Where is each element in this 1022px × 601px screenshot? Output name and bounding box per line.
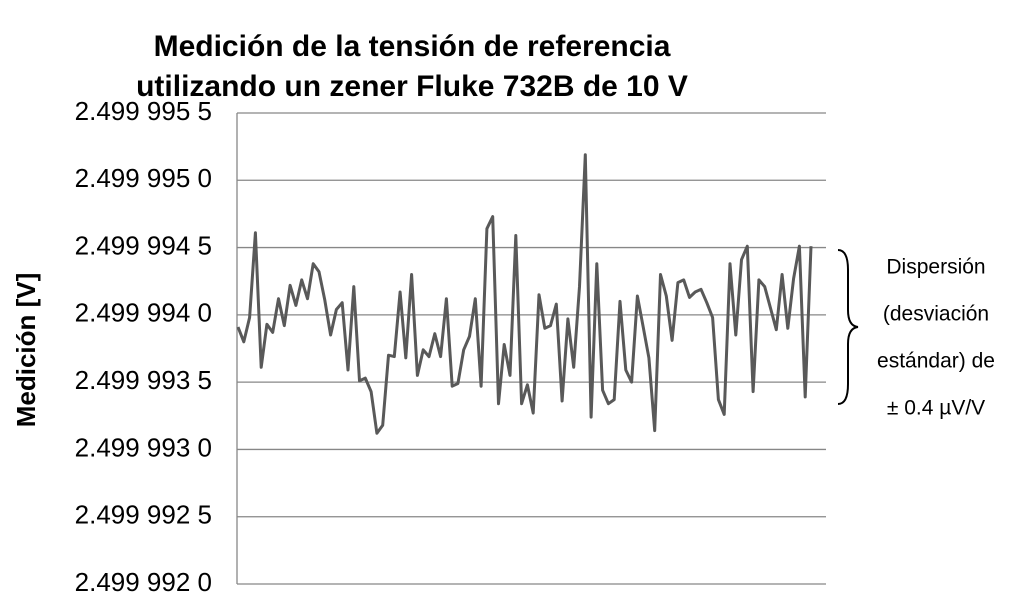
- annotation: ± 0.4 µV/V: [887, 397, 985, 420]
- y-tick-label: 2.499 993 0: [75, 432, 212, 462]
- y-tick-label: 2.499 995 5: [75, 96, 212, 126]
- y-tick-label: 2.499 994 0: [75, 298, 212, 328]
- chart-title: utilizando un zener Fluke 732B de 10 V: [136, 70, 688, 103]
- y-tick-label: 2.499 995 0: [75, 163, 212, 193]
- chart-title: Medición de la tensión de referencia: [154, 30, 671, 63]
- y-axis-label: Medición [V]: [11, 273, 41, 428]
- y-tick-label: 2.499 993 5: [75, 365, 212, 395]
- brace: [837, 249, 859, 405]
- annotation: Dispersión: [886, 256, 985, 279]
- data-line: [236, 153, 813, 435]
- annotation: (desviación: [883, 303, 989, 326]
- y-tick-label: 2.499 994 5: [75, 230, 212, 260]
- annotation: estándar) de: [877, 350, 995, 373]
- y-tick-label: 2.499 992 5: [75, 500, 212, 530]
- y-tick-label: 2.499 992 0: [75, 567, 212, 597]
